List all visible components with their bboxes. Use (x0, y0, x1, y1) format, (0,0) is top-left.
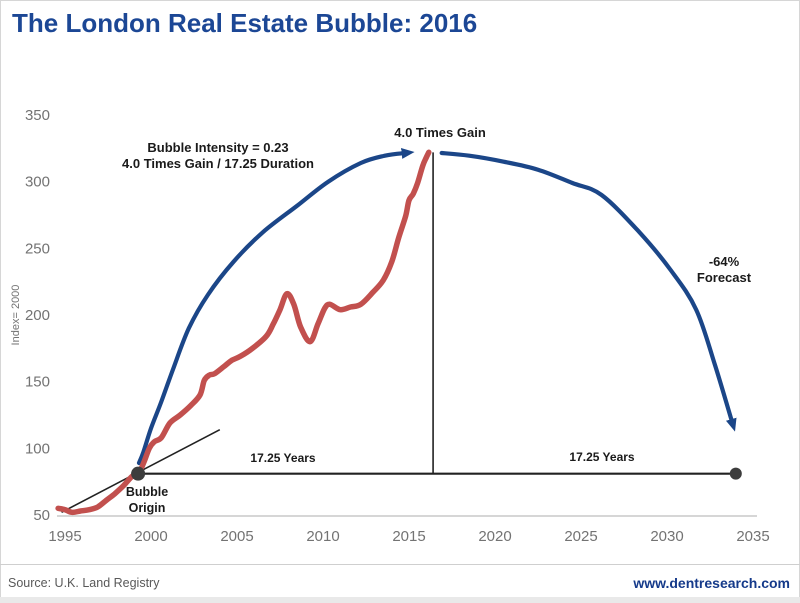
price-index-series (55, 149, 432, 516)
plot-layer (55, 147, 742, 516)
y-tick-label: 250 (25, 240, 50, 257)
bubble-intensity-line2: 4.0 Times Gain / 17.25 Duration (122, 156, 314, 172)
forecast-percent: -64% (708, 254, 740, 269)
page-title: The London Real Estate Bubble: 2016 (12, 8, 478, 38)
website-link[interactable]: www.dentresearch.com (633, 575, 790, 591)
y-tick-label: 300 (25, 174, 50, 191)
y-tick-label: 100 (25, 440, 50, 457)
x-tick-label: 2035 (736, 528, 769, 545)
source-credit: Source: U.K. Land Registry (8, 576, 160, 590)
bottom-edge-strip (0, 597, 800, 603)
x-tick-label: 2030 (650, 528, 683, 545)
bubble-fall-arc (439, 150, 737, 432)
bubble-origin-line1: Bubble (125, 485, 169, 499)
peak-gain-annotation: 4.0 Times Gain (394, 125, 486, 140)
duration-end-dot (729, 467, 742, 480)
x-tick-label: 2000 (134, 528, 167, 545)
y-tick-label: 50 (33, 507, 50, 524)
footer-divider (0, 564, 800, 565)
bubble-intensity-line1: Bubble Intensity = 0.23 (147, 140, 289, 155)
x-tick-label: 2025 (564, 528, 597, 545)
forecast-annotation: -64% Forecast (669, 254, 779, 287)
x-tick-label: 1995 (48, 528, 81, 545)
x-tick-label: 2015 (392, 528, 425, 545)
y-axis-title: Index= 2000 (10, 284, 22, 346)
y-tick-label: 200 (25, 307, 50, 324)
y-tick-label: 150 (25, 374, 50, 391)
axis-layer: 1995 2000 2005 2010 2015 2020 2025 2030 2035 50 10… (25, 107, 770, 545)
forecast-label: Forecast (696, 270, 752, 286)
bubble-intensity-annotation: Bubble Intensity = 0.23 4.0 Times Gain /… (83, 140, 353, 173)
x-tick-label: 2005 (220, 528, 253, 545)
bubble-rise-arc (136, 147, 415, 466)
bubble-origin-line2: Origin (128, 500, 166, 515)
duration-right-label: 17.25 Years (569, 450, 635, 464)
y-tick-label: 350 (25, 107, 50, 124)
duration-left-label: 17.25 Years (250, 451, 316, 465)
bubble-origin-dot (131, 466, 146, 481)
bubble-origin-label: Bubble Origin (102, 485, 192, 516)
x-tick-label: 2020 (478, 528, 511, 545)
x-tick-label: 2010 (306, 528, 339, 545)
